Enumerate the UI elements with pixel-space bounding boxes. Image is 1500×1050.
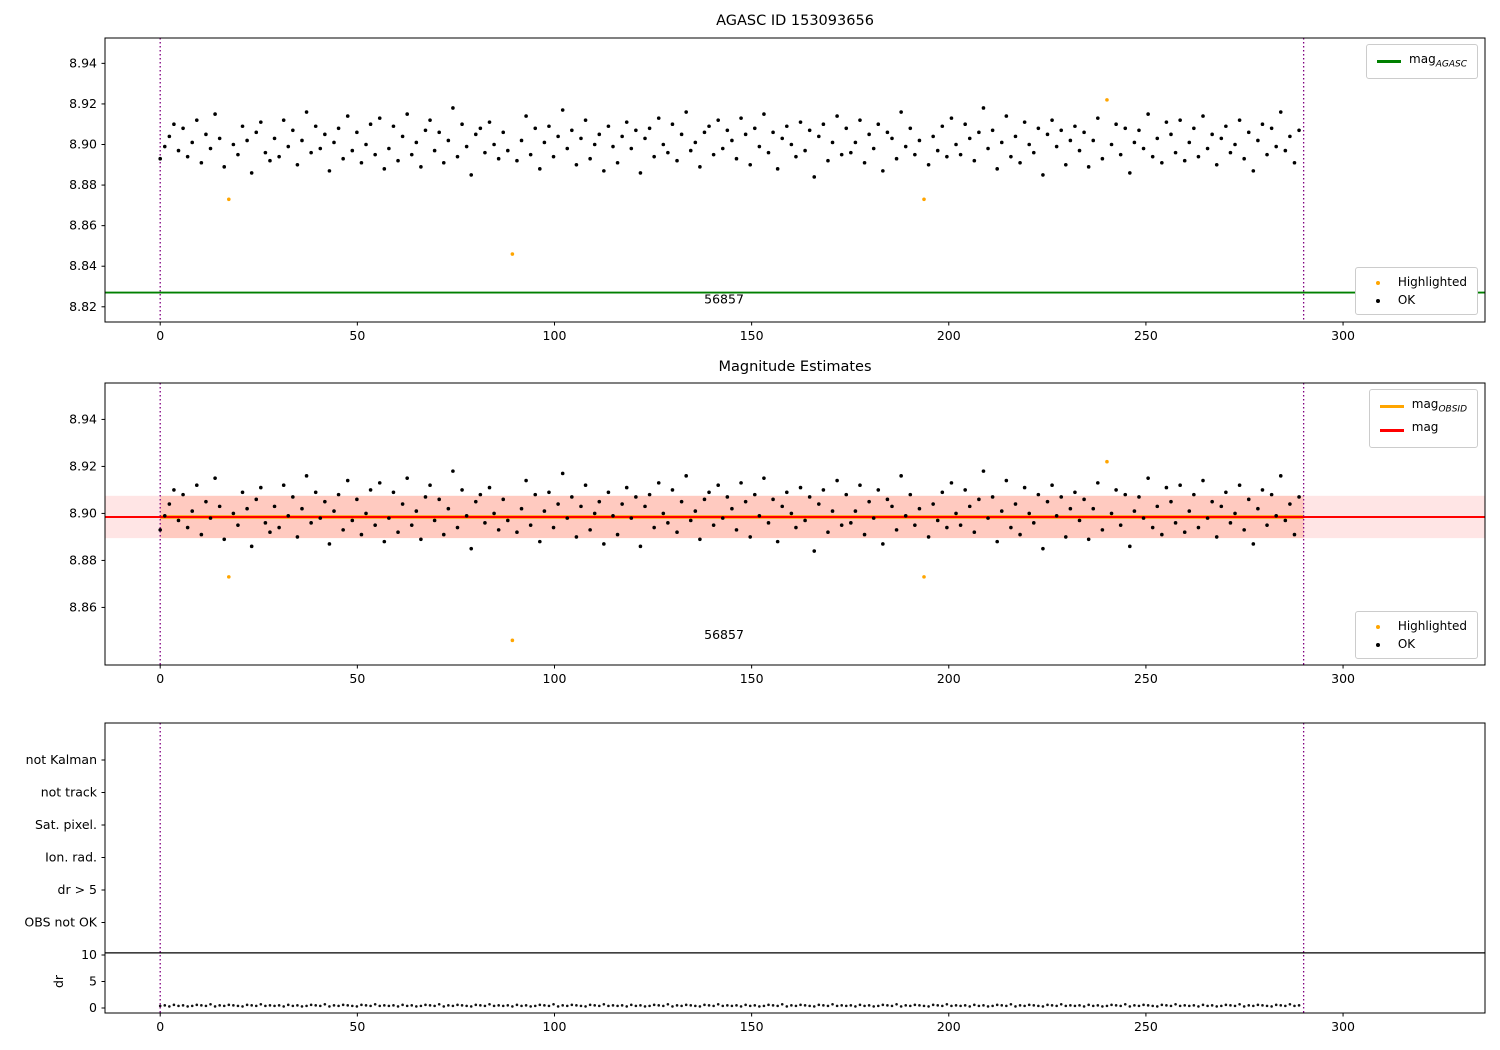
legend-label: magAGASC xyxy=(1409,52,1467,70)
legend-label: Highlighted xyxy=(1397,619,1467,633)
legend-label: mag xyxy=(1411,420,1439,435)
svg-text:8.86: 8.86 xyxy=(69,218,97,233)
ok-dot-icon xyxy=(1366,291,1390,309)
svg-text:Sat. pixel.: Sat. pixel. xyxy=(35,817,97,832)
ok-dot-icon xyxy=(1366,635,1390,653)
legend-plot1-points: Highlighted OK xyxy=(1354,267,1478,315)
legend-plot2-points: Highlighted OK xyxy=(1354,611,1478,659)
svg-text:100: 100 xyxy=(543,671,567,686)
svg-text:8.88: 8.88 xyxy=(69,177,97,192)
svg-text:10: 10 xyxy=(81,947,97,962)
svg-text:8.88: 8.88 xyxy=(69,552,97,567)
svg-text:50: 50 xyxy=(349,328,365,343)
legend-label: OK xyxy=(1397,637,1416,651)
highlighted-dot-icon xyxy=(1366,617,1390,635)
svg-text:0: 0 xyxy=(89,1000,97,1015)
legend-entry: Highlighted xyxy=(1366,617,1467,635)
svg-text:0: 0 xyxy=(156,328,164,343)
svg-text:0: 0 xyxy=(156,1019,164,1034)
legend-entry: mag xyxy=(1379,418,1467,441)
svg-text:200: 200 xyxy=(937,1019,961,1034)
legend-entry: magAGASC xyxy=(1377,50,1467,73)
legend-label: Highlighted xyxy=(1397,275,1467,289)
orange-line-swatch xyxy=(1379,405,1404,409)
svg-text:56857: 56857 xyxy=(704,292,744,307)
svg-text:8.92: 8.92 xyxy=(69,458,97,473)
plot2-title: Magnitude Estimates xyxy=(718,359,872,375)
legend-label: OK xyxy=(1397,293,1416,307)
svg-text:8.84: 8.84 xyxy=(69,258,97,273)
svg-text:50: 50 xyxy=(349,1019,365,1034)
green-line-swatch xyxy=(1377,60,1402,64)
svg-text:8.90: 8.90 xyxy=(69,505,97,520)
svg-text:100: 100 xyxy=(543,1019,567,1034)
legend-mag-obsid: magOBSID mag xyxy=(1368,389,1478,448)
svg-text:0: 0 xyxy=(156,671,164,686)
svg-text:Ion. rad.: Ion. rad. xyxy=(45,850,97,865)
legend-entry: OK xyxy=(1366,635,1467,653)
svg-text:5: 5 xyxy=(89,974,97,989)
legend-entry: OK xyxy=(1366,291,1467,309)
svg-text:150: 150 xyxy=(740,328,764,343)
svg-text:50: 50 xyxy=(349,671,365,686)
svg-text:300: 300 xyxy=(1331,328,1355,343)
svg-text:8.92: 8.92 xyxy=(69,96,97,111)
svg-text:150: 150 xyxy=(740,1019,764,1034)
svg-text:250: 250 xyxy=(1134,328,1158,343)
svg-text:200: 200 xyxy=(937,671,961,686)
svg-text:8.94: 8.94 xyxy=(69,55,97,70)
svg-text:8.94: 8.94 xyxy=(69,411,97,426)
plot1-title: AGASC ID 153093656 xyxy=(716,13,874,29)
legend-mag-agasc: magAGASC xyxy=(1366,44,1478,80)
svg-text:8.82: 8.82 xyxy=(69,299,97,314)
svg-text:not Kalman: not Kalman xyxy=(26,752,97,767)
svg-text:56857: 56857 xyxy=(704,627,744,642)
svg-text:OBS not OK: OBS not OK xyxy=(24,915,97,930)
svg-text:250: 250 xyxy=(1134,671,1158,686)
svg-text:300: 300 xyxy=(1331,671,1355,686)
svg-text:300: 300 xyxy=(1331,1019,1355,1034)
svg-text:200: 200 xyxy=(937,328,961,343)
svg-text:250: 250 xyxy=(1134,1019,1158,1034)
svg-text:150: 150 xyxy=(740,671,764,686)
svg-text:dr: dr xyxy=(51,974,66,988)
highlighted-dot-icon xyxy=(1366,273,1390,291)
svg-text:8.86: 8.86 xyxy=(69,599,97,614)
red-line-swatch xyxy=(1379,428,1404,432)
legend-label: magOBSID xyxy=(1411,397,1467,415)
svg-text:dr > 5: dr > 5 xyxy=(58,882,97,897)
legend-entry: magOBSID xyxy=(1379,395,1467,418)
svg-text:not track: not track xyxy=(41,785,98,800)
svg-text:8.90: 8.90 xyxy=(69,137,97,152)
legend-entry: Highlighted xyxy=(1366,273,1467,291)
svg-text:100: 100 xyxy=(543,328,567,343)
